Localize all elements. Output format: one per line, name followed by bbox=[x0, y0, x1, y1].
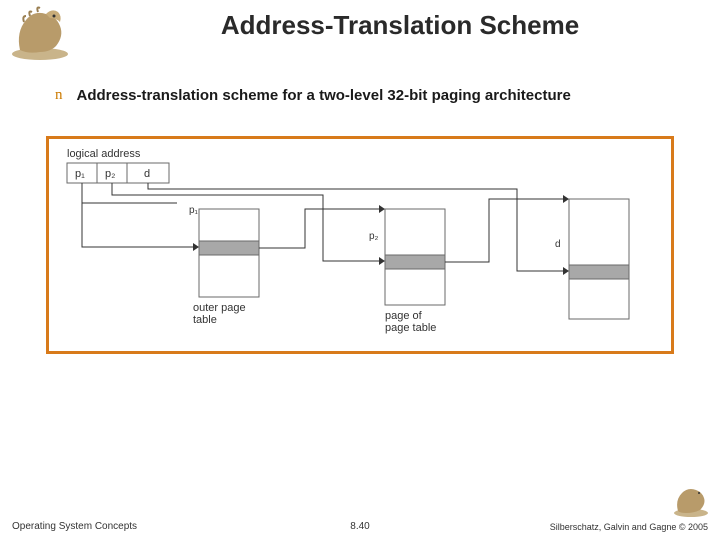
arrow-head-2 bbox=[379, 205, 385, 213]
svg-text:page ofpage table: page ofpage table bbox=[385, 310, 436, 334]
p1-index-label: p₁ bbox=[189, 205, 199, 216]
slide-footer: Operating System Concepts 8.40 Silbersch… bbox=[0, 521, 720, 532]
arrow-head-1 bbox=[193, 243, 199, 251]
arrow-head-5 bbox=[563, 267, 569, 275]
bullet-item: n Address-translation scheme for a two-l… bbox=[55, 86, 680, 106]
footer-center-page: 8.40 bbox=[350, 521, 369, 532]
bullet-marker: n bbox=[55, 86, 63, 106]
pot-to-frame-path bbox=[445, 199, 569, 262]
svg-text:outer pagetable: outer pagetable bbox=[193, 302, 246, 326]
logical-address-box: p₁ p₂ d bbox=[67, 163, 169, 183]
p1-path bbox=[82, 183, 199, 247]
slide-title: Address-Translation Scheme bbox=[0, 0, 720, 41]
svg-text:p₁: p₁ bbox=[75, 168, 85, 180]
dinosaur-logo-top bbox=[6, 2, 74, 62]
dinosaur-logo-bottom bbox=[670, 482, 712, 518]
p2-index-label: p₂ bbox=[369, 231, 379, 242]
logical-address-label: logical address bbox=[67, 148, 141, 160]
footer-left: Operating System Concepts bbox=[12, 521, 137, 532]
outer-page-table: outer pagetable bbox=[193, 209, 259, 326]
arrow-head-4 bbox=[563, 195, 569, 203]
arrow-head-3 bbox=[379, 257, 385, 265]
outer-to-pot-path bbox=[259, 209, 385, 248]
bullet-area: n Address-translation scheme for a two-l… bbox=[0, 86, 720, 106]
bullet-text: Address-translation scheme for a two-lev… bbox=[77, 86, 571, 106]
address-translation-diagram: logical address p₁ p₂ d p₁ outer pagetab… bbox=[46, 136, 674, 354]
svg-text:d: d bbox=[144, 168, 150, 180]
physical-frame bbox=[569, 199, 629, 319]
d-offset-label: d bbox=[555, 239, 561, 250]
footer-right: Silberschatz, Galvin and Gagne © 2005 bbox=[550, 522, 708, 532]
page-of-page-table: page ofpage table bbox=[385, 209, 445, 334]
svg-text:p₂: p₂ bbox=[105, 168, 115, 180]
